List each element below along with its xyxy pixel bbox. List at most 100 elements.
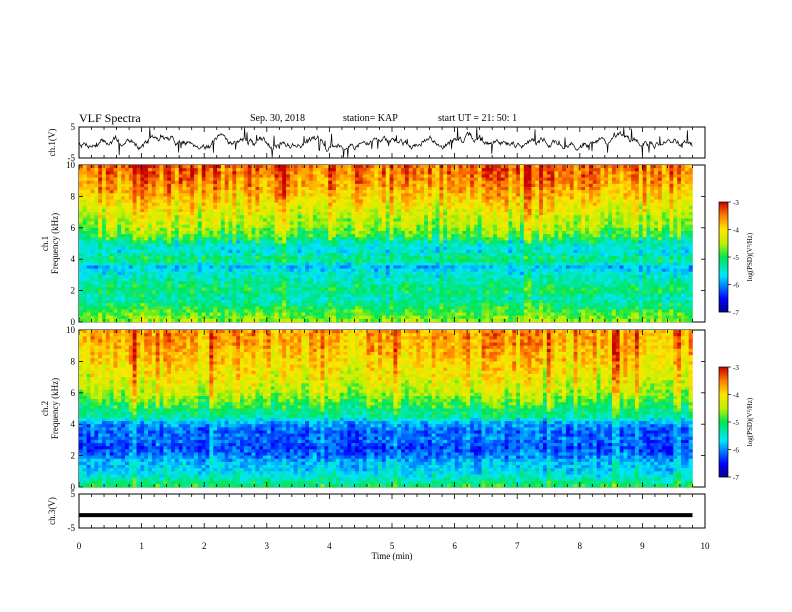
ch1-spectrogram-cell: [493, 190, 498, 194]
ch1-spectrogram-cell: [197, 190, 202, 194]
ch1-spectrogram-cell: [144, 196, 149, 200]
ch1-spectrogram-cell: [362, 221, 367, 225]
ch1-spectrogram-cell: [155, 227, 160, 232]
ch1-spectrogram-cell: [362, 171, 367, 175]
ch1-spectrogram-cell: [155, 180, 160, 185]
ch1-spectrogram-cell: [657, 249, 663, 254]
ch1-spectrogram-cell: [163, 230, 168, 235]
ch1-spectrogram-cell: [163, 171, 168, 175]
ch1-spectrogram-cell: [332, 177, 337, 181]
ch1-spectrogram-cell: [443, 193, 448, 197]
ch1-spectrogram-cell: [627, 237, 632, 241]
ch1-spectrogram-cell: [312, 208, 318, 213]
ch1-spectrogram-cell: [439, 183, 444, 188]
ch1-spectrogram-cell: [627, 246, 632, 251]
ch1-spectrogram-cell: [508, 174, 513, 178]
ch1-spectrogram-cell: [286, 168, 291, 172]
ch1-spectrogram-cell: [562, 196, 567, 200]
ch1-spectrogram-cell: [539, 174, 544, 178]
ch1-spectrogram-cell: [581, 165, 586, 169]
ch1-spectrogram-cell: [485, 199, 490, 203]
ch1-spectrogram-cell: [462, 246, 467, 251]
ch1-spectrogram-cell: [297, 249, 302, 254]
ch1-spectrogram-cell: [550, 212, 555, 216]
ch1-spectrogram-cell: [443, 183, 448, 188]
ch1-spectrogram-cell: [508, 237, 513, 241]
ch1-spectrogram-cell: [274, 212, 279, 216]
ch1-spectrogram-cell: [627, 227, 632, 232]
ch1-spectrogram-cell: [489, 208, 494, 213]
ch1-spectrogram-cell: [558, 246, 563, 251]
ch1-spectrogram-cell: [427, 221, 433, 225]
ch1-spectrogram-cell: [86, 208, 91, 213]
ch1-spectrogram-cell: [332, 202, 337, 207]
ch1-spectrogram-cell: [565, 186, 571, 191]
ch1-spectrogram-cell: [527, 168, 532, 172]
ch1-spectrogram-cell: [155, 190, 160, 194]
ch1-spectrogram-cell: [431, 174, 436, 178]
ch1-spectrogram-cell: [600, 174, 605, 178]
ch1-spectrogram-cell: [343, 227, 348, 232]
ch1-spectrogram-cell: [401, 199, 406, 203]
ch1-spectrogram-cell: [159, 249, 164, 254]
ch1-spectrogram-cell: [516, 246, 521, 251]
ch1-spectrogram-cell: [190, 246, 195, 251]
ch1-spectrogram-cell: [684, 227, 689, 232]
ch1-spectrogram-cell: [565, 193, 571, 197]
ch1-spectrogram-cell: [554, 199, 559, 203]
ch1-spectrogram-cell: [136, 252, 141, 257]
ch1-spectrogram-cell: [424, 212, 429, 216]
ch1-spectrogram-cell: [608, 202, 613, 207]
ch1-spectrogram-cell: [642, 237, 647, 241]
ch1-spectrogram-cell: [381, 240, 387, 244]
ch1-spectrogram-cell: [355, 190, 360, 194]
ch1-spectrogram-cell: [136, 177, 141, 181]
ch1-spectrogram-cell: [504, 193, 509, 197]
ch1-spectrogram-cell: [508, 171, 513, 175]
ch1-spectrogram-cell: [519, 202, 525, 207]
ch1-spectrogram-cell: [213, 186, 218, 191]
ch1-spectrogram-cell: [98, 183, 103, 188]
ch1-spectrogram-cell: [286, 165, 291, 169]
ch1-spectrogram-cell: [473, 246, 479, 251]
ch1-spectrogram-cell: [588, 230, 594, 235]
ch1-spectrogram-cell: [374, 183, 379, 188]
ch1-spectrogram-cell: [194, 221, 199, 225]
ch1-spectrogram-cell: [228, 212, 233, 216]
ch1-spectrogram-cell: [335, 224, 341, 229]
ch1-spectrogram-cell: [393, 196, 398, 200]
ch1-spectrogram-cell: [657, 196, 663, 200]
ch1-spectrogram-cell: [186, 234, 191, 238]
ch1-spectrogram-cell: [358, 252, 364, 257]
ch1-spectrogram-cell: [420, 240, 425, 244]
ch1-spectrogram-cell: [293, 199, 298, 203]
ch1-spectrogram-cell: [650, 240, 655, 244]
ch1-spectrogram-cell: [305, 199, 310, 203]
ch1-spectrogram-cell: [680, 199, 686, 203]
ch1-spectrogram-cell: [611, 199, 617, 203]
ch1-spectrogram-cell: [125, 183, 130, 188]
ch1-spectrogram-cell: [646, 237, 651, 241]
ch1-spectrogram-cell: [305, 230, 310, 235]
ch1-spectrogram-cell: [458, 221, 463, 225]
ch1-spectrogram-cell: [646, 221, 651, 225]
ch1-spectrogram-cell: [615, 199, 620, 203]
ch1-spectrogram-cell: [151, 193, 156, 197]
ch1-spectrogram-cell: [638, 227, 643, 232]
ch1-spectrogram-cell: [466, 186, 471, 191]
ch1-spectrogram-cell: [98, 259, 103, 263]
ch1-spectrogram-cell: [263, 193, 268, 197]
ch1-spectrogram-cell: [408, 234, 413, 238]
ch1-spectrogram-cell: [527, 177, 532, 181]
ch1-spectrogram-cell: [665, 227, 670, 232]
ch1-spectrogram-cell: [255, 249, 260, 254]
ch1-spectrogram-cell: [493, 205, 498, 210]
ch1-spectrogram-cell: [443, 196, 448, 200]
ch1-spectrogram-cell: [194, 249, 199, 254]
ch1-spectrogram-cell: [581, 243, 586, 247]
ch1-spectrogram-cell: [190, 177, 195, 181]
ch1-spectrogram-cell: [320, 205, 325, 210]
ch1-spectrogram-cell: [240, 240, 245, 244]
ch1-spectrogram-cell: [251, 215, 256, 219]
ch1-spectrogram-cell: [228, 240, 233, 244]
